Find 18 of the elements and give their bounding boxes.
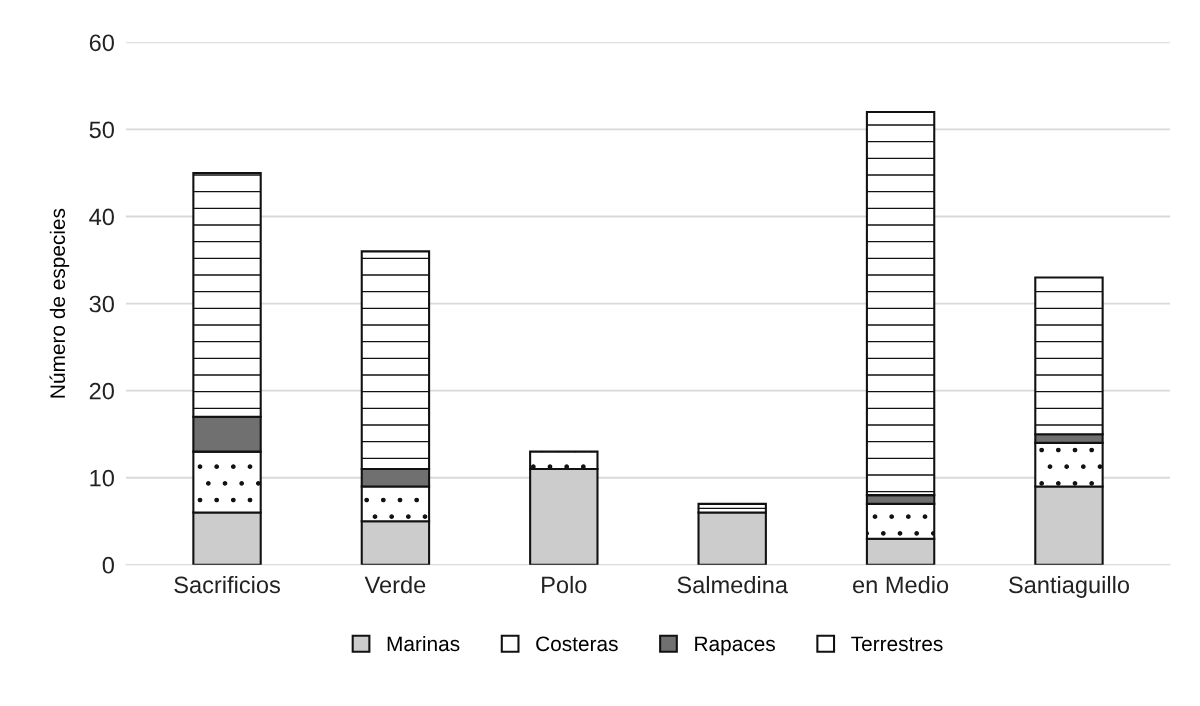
x-tick-label: Verde [364, 575, 426, 594]
legend-label: Terrestres [851, 636, 943, 652]
y-tick-label: 40 [89, 208, 114, 226]
y-tick-label: 60 [89, 34, 114, 52]
y-tick-label: 0 [102, 556, 114, 574]
y-tick-label: 10 [90, 469, 114, 487]
y-axis-title: Número de especies [49, 208, 70, 398]
x-tick-label: en Medio [853, 575, 949, 594]
legend-label: Rapaces [695, 636, 775, 656]
x-tick-label: Polo [542, 575, 587, 594]
legend-label: Marinas [387, 635, 460, 652]
x-tick-label: Salmedina [677, 575, 788, 594]
y-tick-label: 50 [89, 121, 114, 139]
y-tick-label: 30 [89, 295, 114, 313]
x-tick-label: Santiaguillo [1009, 575, 1130, 598]
y-tick-label: 20 [89, 382, 114, 400]
x-tick-label: Sacrificios [174, 575, 280, 594]
legend-label: Costeras [536, 636, 618, 652]
